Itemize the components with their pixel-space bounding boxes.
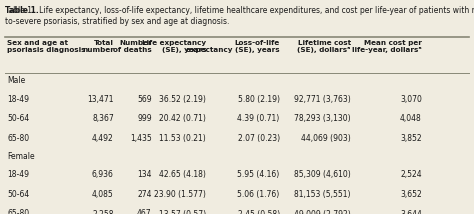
Text: 2.07 (0.23): 2.07 (0.23) [237,134,280,143]
Text: 4.39 (0.71): 4.39 (0.71) [237,114,280,123]
Text: 11.53 (0.21): 11.53 (0.21) [159,134,206,143]
Text: 2,258: 2,258 [92,210,114,214]
Text: 18-49: 18-49 [7,95,29,104]
Text: Number
of deaths: Number of deaths [113,40,152,53]
Text: Lifetime cost
(SE), dollarsᵃ: Lifetime cost (SE), dollarsᵃ [297,40,351,53]
Text: 3,070: 3,070 [400,95,422,104]
Text: 50-64: 50-64 [7,190,29,199]
Text: 274: 274 [137,190,152,199]
Text: Female: Female [7,152,35,161]
Text: 81,153 (5,551): 81,153 (5,551) [294,190,351,199]
Text: 36.52 (2.19): 36.52 (2.19) [159,95,206,104]
Text: 65-80: 65-80 [7,210,29,214]
Text: 78,293 (3,130): 78,293 (3,130) [294,114,351,123]
Text: Male: Male [7,76,26,86]
Text: 467: 467 [137,210,152,214]
Text: 18-49: 18-49 [7,170,29,179]
Text: 4,085: 4,085 [92,190,114,199]
Text: 2,524: 2,524 [400,170,422,179]
Text: 1,435: 1,435 [130,134,152,143]
Text: 5.80 (2.19): 5.80 (2.19) [237,95,280,104]
Text: Life expectancy
(SE), years: Life expectancy (SE), years [142,40,206,53]
Text: 3,652: 3,652 [400,190,422,199]
Text: 65-80: 65-80 [7,134,29,143]
Text: 4,492: 4,492 [92,134,114,143]
Text: 13,471: 13,471 [87,95,114,104]
Text: Table 1.  Life expectancy, loss-of-life expectancy, lifetime healthcare expendit: Table 1. Life expectancy, loss-of-life e… [5,6,474,26]
Text: 44,069 (903): 44,069 (903) [301,134,351,143]
Text: 999: 999 [137,114,152,123]
Text: Mean cost per
life-year, dollarsᵃ: Mean cost per life-year, dollarsᵃ [352,40,422,53]
Text: 3,644: 3,644 [400,210,422,214]
Text: 50-64: 50-64 [7,114,29,123]
Text: 23.90 (1.577): 23.90 (1.577) [155,190,206,199]
Text: 13.57 (0.57): 13.57 (0.57) [159,210,206,214]
Text: 134: 134 [137,170,152,179]
Text: 85,309 (4,610): 85,309 (4,610) [294,170,351,179]
Text: 49,009 (2,792): 49,009 (2,792) [294,210,351,214]
Text: 2.45 (0.58): 2.45 (0.58) [237,210,280,214]
Text: 8,367: 8,367 [92,114,114,123]
Text: Sex and age at
psoriasis diagnosis: Sex and age at psoriasis diagnosis [7,40,86,53]
Text: Loss-of-life
expectancy (SE), years: Loss-of-life expectancy (SE), years [186,40,280,53]
Text: Table 1.: Table 1. [5,6,38,15]
Text: 42.65 (4.18): 42.65 (4.18) [159,170,206,179]
Text: 3,852: 3,852 [400,134,422,143]
Text: 569: 569 [137,95,152,104]
Text: 4,048: 4,048 [400,114,422,123]
Text: 6,936: 6,936 [92,170,114,179]
Text: 5.06 (1.76): 5.06 (1.76) [237,190,280,199]
Text: 20.42 (0.71): 20.42 (0.71) [159,114,206,123]
Text: Total
number: Total number [82,40,114,53]
Text: 5.95 (4.16): 5.95 (4.16) [237,170,280,179]
Text: 92,771 (3,763): 92,771 (3,763) [294,95,351,104]
